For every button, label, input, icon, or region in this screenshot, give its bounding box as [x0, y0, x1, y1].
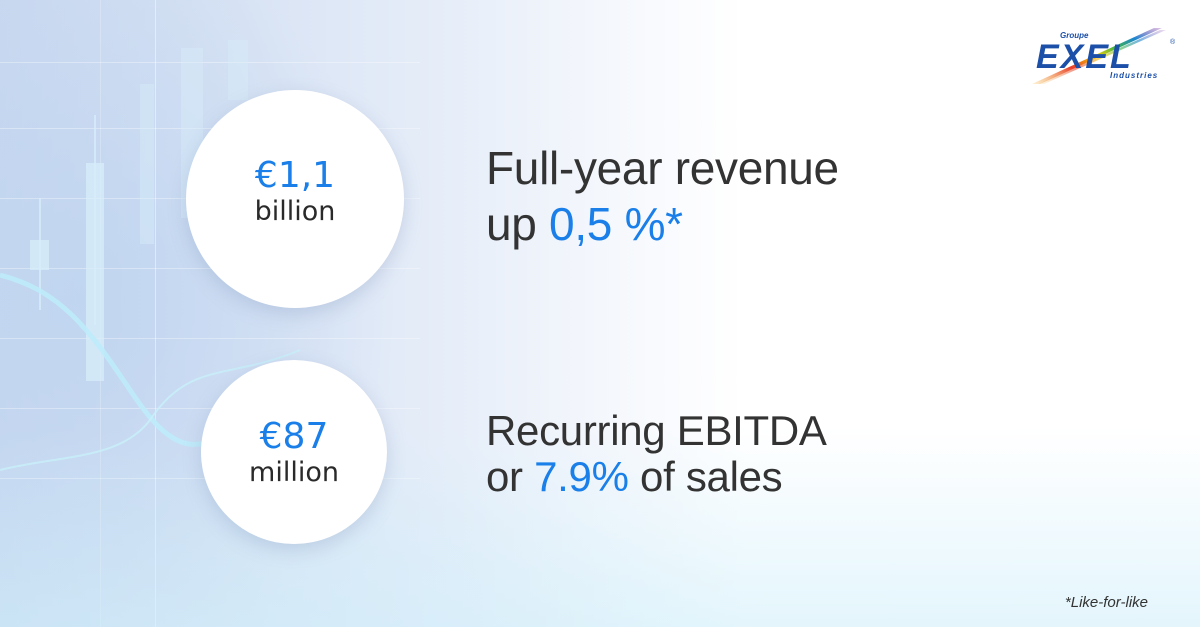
- candle-body: [30, 240, 49, 270]
- logo-group-label: Groupe: [1060, 31, 1089, 40]
- logo-subtitle: Industries: [1110, 71, 1158, 80]
- kpi-headline-ebitda: Recurring EBITDA or 7.9% of sales: [486, 408, 827, 500]
- exel-industries-logo: Groupe EXEL ® Industries: [1032, 28, 1176, 84]
- registered-mark: ®: [1170, 38, 1176, 46]
- headline-accent-value: 0,5 %*: [549, 198, 683, 250]
- grid-line: [155, 0, 156, 627]
- kpi-headline-revenue: Full-year revenue up 0,5 %*: [486, 140, 839, 252]
- grid-line: [0, 62, 420, 63]
- bottom-glow: [0, 427, 1200, 627]
- kpi-unit: billion: [254, 196, 336, 227]
- headline-line1: Full-year revenue: [486, 142, 839, 194]
- grid-line: [0, 128, 420, 129]
- kpi-circle-ebitda: €87 million: [201, 360, 387, 544]
- headline-line1: Recurring EBITDA: [486, 407, 827, 454]
- headline-prefix: or: [486, 453, 535, 500]
- logo-name: EXEL: [1036, 38, 1133, 76]
- kpi-circle-revenue: €1,1 billion: [186, 90, 404, 308]
- candle-body: [228, 40, 248, 100]
- kpi-value: €87: [259, 416, 329, 457]
- candle-body: [86, 163, 104, 381]
- headline-line2: or 7.9% of sales: [486, 454, 827, 500]
- grid-line: [0, 268, 420, 269]
- headline-line2: up 0,5 %*: [486, 196, 839, 252]
- grid-line: [0, 408, 420, 409]
- headline-prefix: up: [486, 198, 550, 250]
- kpi-value: €1,1: [254, 155, 336, 196]
- candle-body: [140, 84, 154, 244]
- headline-accent-value: 7.9%: [534, 453, 629, 500]
- headline-suffix: of sales: [628, 453, 783, 500]
- footnote: *Like-for-like: [1064, 594, 1148, 611]
- grid-line: [0, 338, 420, 339]
- kpi-unit: million: [249, 457, 339, 488]
